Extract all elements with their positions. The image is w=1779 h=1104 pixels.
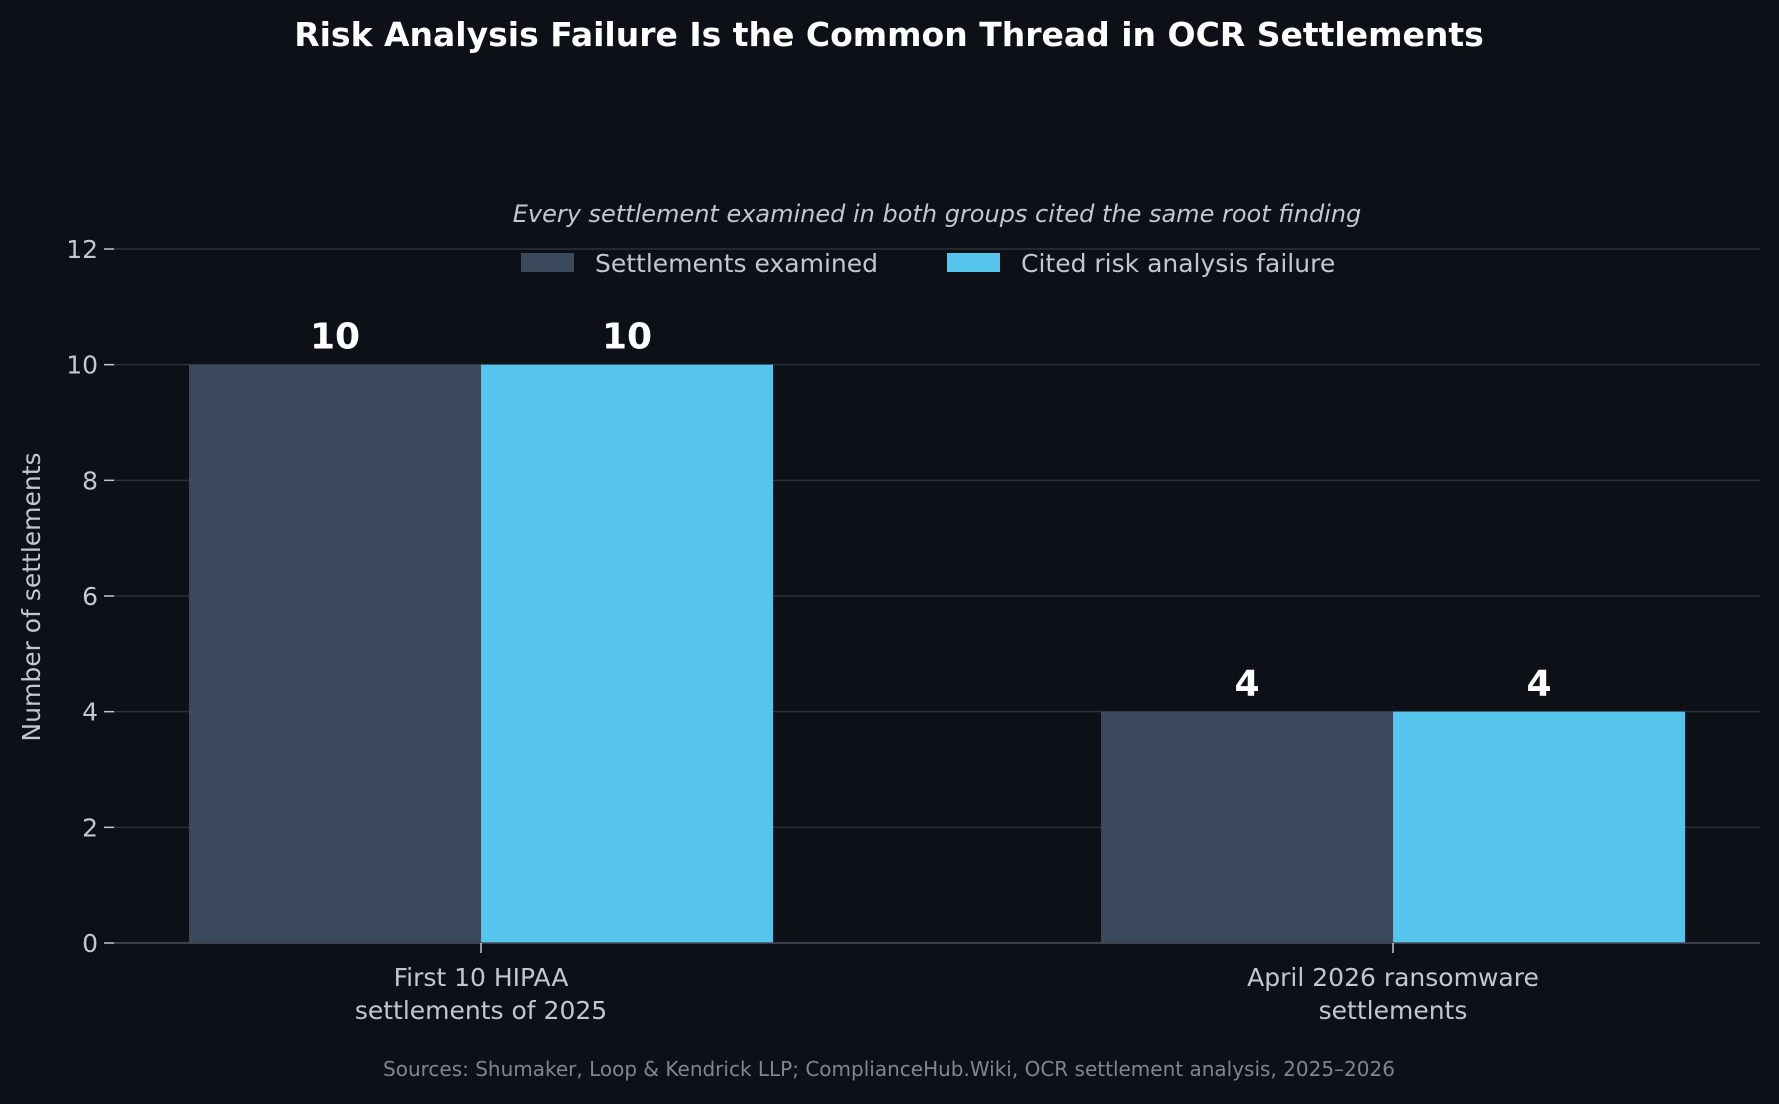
bars	[189, 364, 1685, 944]
legend-swatch	[521, 253, 574, 272]
y-tick-label: 6	[82, 582, 98, 611]
x-tick-label: settlements of 2025	[355, 996, 607, 1025]
y-tick-label: 8	[82, 466, 98, 495]
bar-examined-1	[1101, 711, 1393, 943]
y-tick-label: 10	[66, 351, 98, 380]
legend-label: Cited risk analysis failure	[1021, 249, 1335, 278]
chart-subtitle: Every settlement examined in both groups…	[513, 200, 1362, 228]
y-tick-label: 12	[66, 235, 98, 264]
x-tick-label: April 2026 ransomware	[1247, 963, 1539, 992]
data-label: 4	[1526, 664, 1551, 705]
y-tick-label: 0	[82, 929, 98, 958]
chart-title: Risk Analysis Failure Is the Common Thre…	[294, 15, 1484, 54]
source-note: Sources: Shumaker, Loop & Kendrick LLP; …	[383, 1057, 1395, 1081]
y-tick-label: 2	[82, 813, 98, 842]
data-label: 4	[1234, 664, 1259, 705]
data-label: 10	[310, 317, 360, 358]
legend-swatch	[947, 253, 1000, 272]
data-labels: 10 10 4 4	[310, 317, 1552, 705]
bar-cited-1	[1393, 711, 1685, 943]
bar-cited-0	[481, 364, 773, 944]
bar-examined-0	[189, 364, 481, 944]
axes: 0 2 4 6 8 10 12 First 10 HIPAA settlements of 20…	[66, 235, 1760, 1025]
legend-label: Settlements examined	[595, 249, 878, 278]
x-tick-label: settlements	[1319, 996, 1468, 1025]
data-label: 10	[602, 317, 652, 358]
y-tick-label: 4	[82, 698, 98, 727]
x-tick-label: First 10 HIPAA	[394, 963, 569, 992]
y-axis-label: Number of settlements	[17, 452, 46, 741]
legend: Settlements examined Cited risk analysis …	[521, 249, 1335, 278]
